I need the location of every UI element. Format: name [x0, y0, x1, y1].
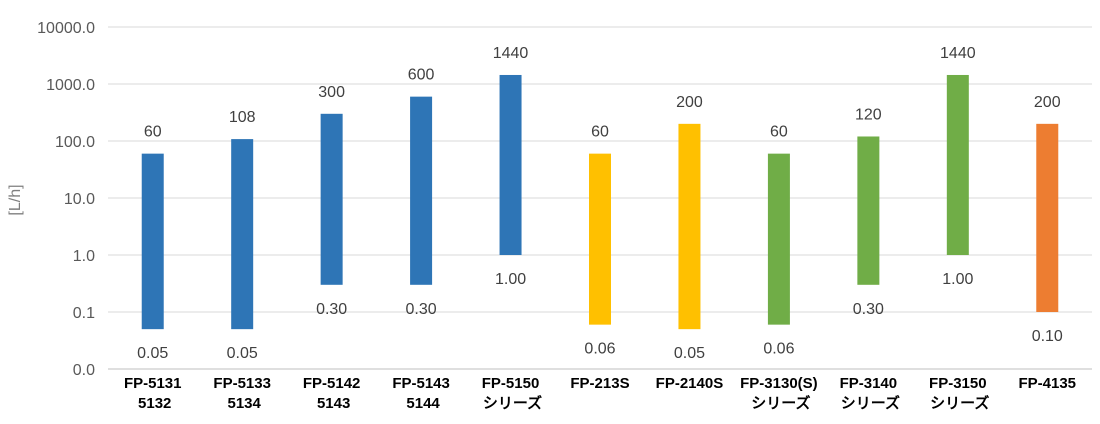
min-value-label: 0.30	[406, 301, 437, 318]
range-bar	[141, 153, 164, 330]
y-axis-ticks: 0.0 0.1 1.0 10.0 100.0 1000.0 10000.0	[37, 20, 95, 379]
max-value-label: 300	[318, 84, 345, 101]
x-tick-label: FP-2140S	[656, 375, 724, 392]
x-tick-label: FP-5150	[482, 375, 540, 392]
min-value-label: 0.06	[763, 341, 794, 358]
x-tick-label: FP-5142	[303, 375, 361, 392]
max-value-label: 1440	[493, 45, 529, 62]
x-tick-label: FP-5133	[213, 375, 271, 392]
max-value-label: 1440	[940, 45, 976, 62]
y-axis-label: [L/h]	[7, 184, 24, 215]
max-value-label: 60	[144, 124, 162, 141]
y-tick-label: 10.0	[64, 191, 95, 208]
x-tick-label: FP-5131	[124, 375, 182, 392]
min-value-label: 0.05	[137, 345, 168, 362]
y-tick-label: 10000.0	[37, 20, 95, 37]
range-bar	[410, 96, 433, 285]
x-tick-label: FP-3130(S)	[740, 375, 818, 392]
y-tick-label: 0.1	[73, 305, 95, 322]
min-value-label: 0.05	[227, 345, 258, 362]
x-tick-label-line2: シリーズ	[930, 394, 989, 412]
y-tick-label: 100.0	[55, 134, 95, 151]
range-bar	[231, 139, 254, 330]
x-tick-label: FP-213S	[570, 375, 629, 392]
range-bar	[946, 74, 969, 256]
x-tick-label-line2: シリーズ	[751, 394, 810, 412]
max-value-label: 108	[229, 109, 256, 126]
range-bar	[499, 74, 522, 256]
range-bar	[1036, 123, 1059, 312]
x-tick-label-line2: 5144	[406, 395, 440, 412]
x-tick-label: FP-5143	[392, 375, 450, 392]
range-bar	[767, 153, 790, 325]
range-bars	[141, 74, 1059, 330]
y-tick-label: 1.0	[73, 248, 95, 265]
range-bar	[320, 113, 343, 285]
min-value-label: 1.00	[495, 271, 526, 288]
min-value-label: 0.30	[316, 301, 347, 318]
x-tick-label-line2: 5143	[317, 395, 350, 412]
data-labels: 60 0.05 108 0.05 300 0.30 600 0.30 1440 1.00 60 0.0…	[137, 45, 1063, 362]
x-tick-label: FP-3150	[929, 375, 987, 392]
x-tick-label-line2: 5132	[138, 395, 171, 412]
max-value-label: 600	[408, 67, 435, 84]
x-axis-ticks: FP-5131 5132 FP-5133 5134 FP-5142 5143 FP-5143…	[124, 375, 1076, 412]
max-value-label: 60	[591, 124, 609, 141]
x-tick-label: FP-4135	[1018, 375, 1076, 392]
y-tick-label: 0.0	[73, 362, 95, 379]
x-tick-label: FP-3140	[840, 375, 898, 392]
min-value-label: 0.06	[584, 341, 615, 358]
max-value-label: 200	[1034, 94, 1061, 111]
min-value-label: 1.00	[942, 271, 973, 288]
max-value-label: 120	[855, 106, 882, 123]
range-bar	[678, 123, 701, 330]
min-value-label: 0.05	[674, 345, 705, 362]
range-bar	[857, 136, 880, 285]
min-value-label: 0.10	[1032, 328, 1063, 345]
min-value-label: 0.30	[853, 301, 884, 318]
x-tick-label-line2: シリーズ	[841, 394, 900, 412]
max-value-label: 60	[770, 124, 788, 141]
max-value-label: 200	[676, 94, 703, 111]
y-tick-label: 1000.0	[46, 77, 95, 94]
x-tick-label-line2: 5134	[227, 395, 261, 412]
x-tick-label-line2: シリーズ	[483, 394, 542, 412]
range-bar	[589, 153, 611, 325]
